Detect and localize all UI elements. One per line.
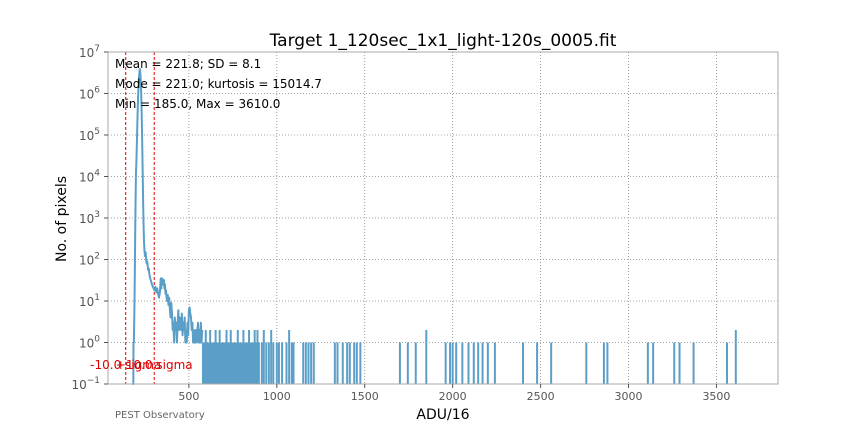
y-axis-ticks: 10−1 100 101 102 103 104 105 106 107 — [71, 44, 108, 392]
sigma-marker-labels: -10.0 sigma+10.0 sigma — [90, 358, 192, 372]
chart-title: Target 1_120sec_1x1_light-120s_0005.fit — [269, 31, 617, 51]
sigma-marker-label: +10.0 sigma — [116, 358, 193, 372]
stats-line: Min = 185.0, Max = 3610.0 — [115, 97, 280, 111]
sigma-marker-label: -10.0 sigma — [90, 358, 161, 372]
x-tick-label: 500 — [178, 390, 199, 403]
y-tick-label: 106 — [79, 86, 100, 102]
y-tick-label: 104 — [79, 169, 100, 185]
series-histogram — [132, 67, 737, 385]
x-tick-label: 2500 — [527, 390, 555, 403]
stats-annotation: Mean = 221.8; SD = 8.1 Mode = 221.0; kurt… — [115, 57, 322, 111]
sigma-markers — [125, 52, 155, 384]
x-tick-label: 3000 — [615, 390, 643, 403]
series-line — [132, 67, 204, 385]
x-tick-label: 2000 — [439, 390, 467, 403]
x-tick-label: 3500 — [702, 390, 730, 403]
y-tick-label: 100 — [79, 335, 100, 351]
y-tick-label: 107 — [79, 44, 100, 60]
x-tick-label: 1000 — [263, 390, 291, 403]
y-tick-label: 105 — [79, 127, 100, 143]
x-tick-label: 1500 — [351, 390, 379, 403]
stats-line: Mode = 221.0; kurtosis = 15014.7 — [115, 77, 322, 91]
footer-credit: PEST Observatory — [115, 410, 205, 421]
y-tick-label: 103 — [79, 210, 100, 226]
y-axis-label: No. of pixels — [54, 176, 70, 262]
y-tick-label: 10−1 — [71, 376, 100, 392]
stats-line: Mean = 221.8; SD = 8.1 — [115, 57, 261, 71]
y-tick-label: 102 — [79, 252, 100, 268]
y-tick-label: 101 — [79, 293, 100, 309]
x-axis-ticks: 500 1000 1500 2000 2500 3000 3500 — [178, 384, 730, 403]
x-axis-label: ADU/16 — [416, 407, 469, 423]
